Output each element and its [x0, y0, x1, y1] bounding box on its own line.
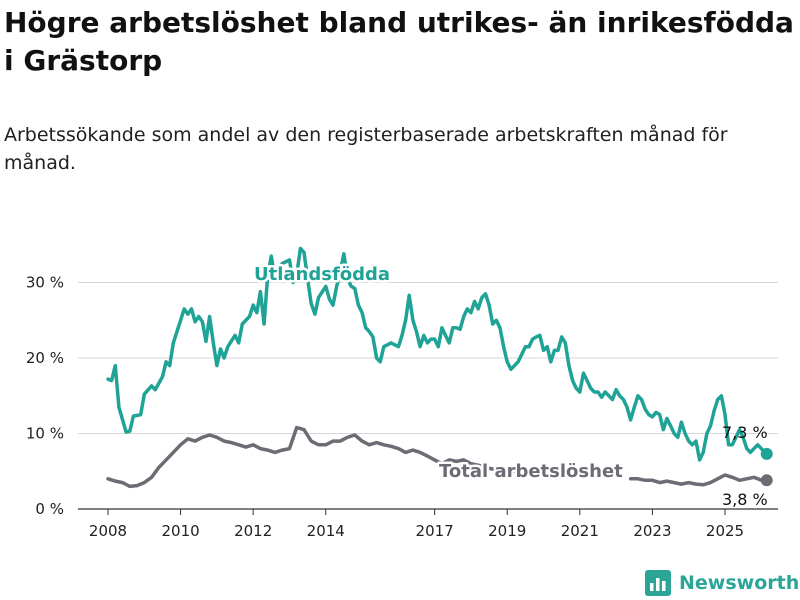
y-axis-ticks: 0 % 10 % 20 % 30 %: [26, 274, 64, 519]
series-label-total-halo: Total arbetslöshet: [439, 461, 623, 482]
newsworthy-logo: Newsworthy: [645, 568, 800, 598]
series-label-utlandsfodda: Utlandsfödda: [254, 264, 390, 285]
series-label-total: Total arbetslöshet: [439, 461, 623, 482]
brand-name: Newsworthy: [679, 572, 800, 594]
y-tick-label: 10 %: [26, 425, 64, 443]
x-tick-label: 2017: [416, 522, 454, 540]
series-line-utlandsfodda: [106, 246, 769, 462]
chart-title: Högre arbetslöshet bland utrikes- än inr…: [4, 6, 794, 77]
series-label-utlandsfodda-halo: Utlandsfödda: [254, 264, 390, 285]
grid-lines: [78, 282, 778, 510]
end-marker-total: [760, 474, 773, 487]
chart-subtitle: Arbetssökande som andel av den registerb…: [4, 124, 728, 174]
y-tick-label: 0 %: [35, 500, 64, 518]
x-axis-ticks: 2008 2010 2012 2014 2017 2019 2021 2023 2025: [89, 509, 744, 540]
series-line-total-tail: [628, 473, 769, 487]
y-tick-label: 20 %: [26, 349, 64, 367]
end-value-total: 3,8 %: [722, 490, 768, 509]
y-tick-label: 30 %: [26, 274, 64, 292]
x-tick-label: 2014: [307, 522, 345, 540]
end-value-utlandsfodda: 7,3 %: [722, 423, 768, 442]
x-tick-label: 2019: [488, 522, 526, 540]
series-line-total: [106, 425, 524, 489]
x-tick-label: 2008: [89, 522, 127, 540]
series-lines: [106, 246, 773, 489]
x-tick-label: 2025: [706, 522, 744, 540]
bar-chart-logo-icon: [645, 570, 671, 596]
end-marker-utlandsfodda: [760, 447, 773, 460]
x-tick-label: 2023: [633, 522, 671, 540]
x-tick-label: 2021: [561, 522, 599, 540]
x-tick-label: 2012: [234, 522, 272, 540]
x-tick-label: 2010: [161, 522, 199, 540]
